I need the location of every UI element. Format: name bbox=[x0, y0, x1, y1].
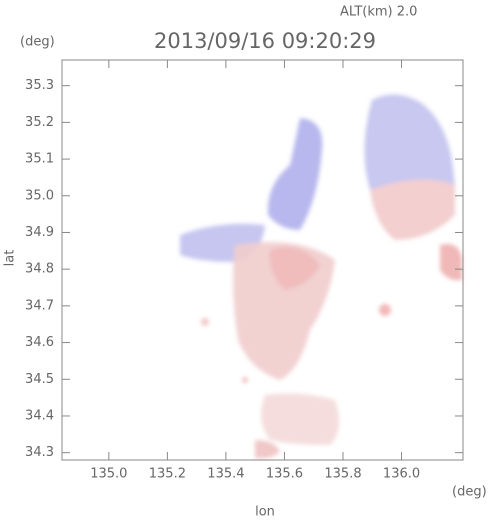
altitude: ALT(km) 2.0 bbox=[340, 5, 417, 20]
y-tick-label: 35.3 bbox=[25, 78, 54, 93]
y-tick-label: 34.9 bbox=[25, 225, 54, 240]
y-tick-label: 34.8 bbox=[25, 262, 54, 277]
y-tick-label: 35.2 bbox=[25, 115, 54, 130]
y-tick-label: 34.7 bbox=[25, 298, 54, 313]
y-unit: (deg) bbox=[20, 35, 55, 50]
x-tick-label: 135.4 bbox=[207, 467, 244, 482]
y-tick-label: 35.0 bbox=[25, 188, 54, 203]
x-tick-label: 136.0 bbox=[383, 467, 420, 482]
x-tick-label: 135.8 bbox=[324, 467, 361, 482]
x-label: lon bbox=[255, 505, 275, 520]
y-tick-label: 34.3 bbox=[25, 445, 54, 460]
x-unit: (deg) bbox=[452, 485, 487, 500]
y-tick-label: 34.4 bbox=[25, 408, 54, 423]
y-tick-label: 34.5 bbox=[25, 372, 54, 387]
x-tick-label: 135.0 bbox=[90, 467, 127, 482]
y-tick-label: 35.1 bbox=[25, 152, 54, 167]
plot-frame bbox=[61, 59, 464, 461]
echo-field bbox=[180, 94, 462, 459]
y-label: lat bbox=[3, 250, 18, 267]
y-tick-label: 34.6 bbox=[25, 335, 54, 350]
title: 2013/09/16 09:20:29 bbox=[154, 29, 376, 53]
x-tick-label: 135.2 bbox=[149, 467, 186, 482]
x-tick-label: 135.6 bbox=[266, 467, 303, 482]
